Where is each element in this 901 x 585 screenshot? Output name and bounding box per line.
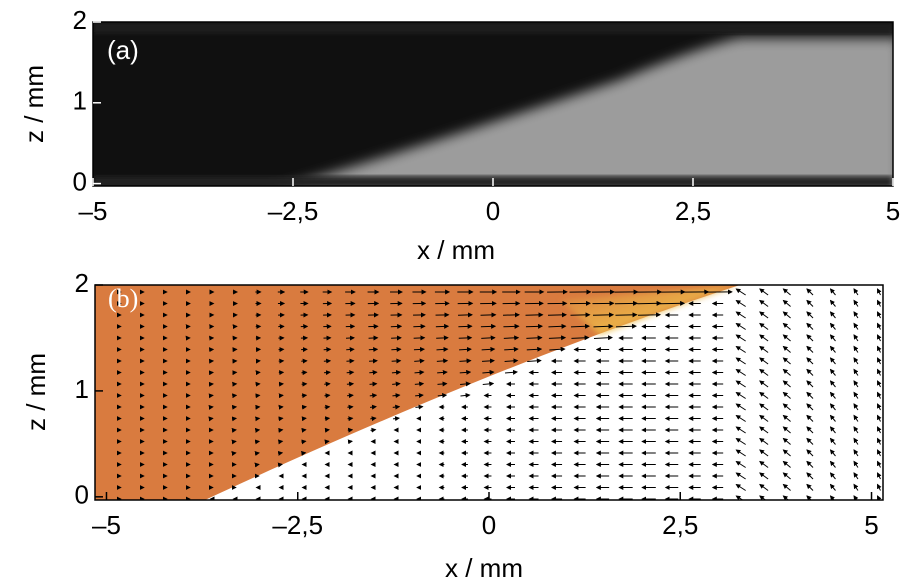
flow-arrow [370, 407, 376, 408]
flow-arrow [459, 349, 471, 350]
x-tick-label: 2,5 [662, 510, 698, 540]
flow-arrow [593, 315, 613, 316]
y-tick-label: 0 [75, 480, 89, 510]
x-tick-label: 0 [482, 510, 496, 540]
y-axis-title: z / mm [21, 353, 51, 431]
flow-arrow [371, 430, 376, 431]
x-tick-label: 0 [486, 196, 500, 226]
flow-arrow [481, 338, 494, 339]
flow-arrow [570, 315, 589, 316]
flow-arrow [548, 315, 566, 316]
flow-arrow [347, 372, 354, 373]
flow-arrow [370, 418, 375, 419]
flow-arrow [370, 395, 376, 396]
flow-arrow [481, 326, 495, 327]
flow-arrow [324, 384, 329, 385]
flow-arrow [504, 338, 518, 339]
x-tick-label: 5 [886, 196, 900, 226]
flow-arrow [348, 430, 352, 431]
flow-arrow [369, 361, 377, 362]
flow-arrow [325, 418, 329, 419]
x-axis-title: x / mm [417, 235, 495, 265]
flow-arrow [369, 372, 376, 373]
flow-arrow [392, 361, 401, 362]
flow-arrow [437, 349, 448, 350]
page: (a) x / mm z / mm (b) x / mm z / mm –5 –2… [0, 0, 901, 585]
flow-arrow [325, 407, 330, 408]
flow-arrow [391, 349, 400, 350]
flow-arrow [325, 430, 329, 431]
flow-arrow [459, 338, 472, 339]
flow-arrow [324, 395, 329, 396]
x-tick-label: 2,5 [675, 196, 711, 226]
x-axis-title: x / mm [445, 553, 523, 583]
flow-arrow [392, 384, 400, 385]
flow-arrow [571, 326, 589, 327]
flow-arrow [347, 395, 353, 396]
y-tick-label: 0 [73, 166, 87, 196]
flow-arrow [347, 407, 352, 408]
x-tick-label: –5 [79, 196, 108, 226]
flow-arrow [348, 418, 353, 419]
y-tick-label: 1 [73, 86, 87, 116]
y-tick-label: 2 [73, 5, 87, 35]
flow-arrow [347, 384, 353, 385]
y-tick-label: 2 [75, 268, 89, 298]
flow-arrow [615, 315, 636, 316]
flow-arrow [414, 349, 424, 350]
image-a [93, 22, 900, 200]
y-tick-label: 1 [75, 374, 89, 404]
flow-arrow [348, 441, 352, 442]
flow-arrow [638, 315, 660, 316]
x-tick-label: 5 [864, 510, 878, 540]
flow-arrow [548, 326, 565, 327]
flow-arrow [436, 338, 448, 339]
x-tick-label: –2,5 [268, 196, 319, 226]
x-tick-label: –5 [92, 510, 121, 540]
panel-label: (b) [108, 284, 138, 313]
flow-arrow [414, 338, 425, 339]
flow-arrow [370, 384, 377, 385]
panel-label: (a) [107, 35, 139, 65]
flow-arrow [369, 349, 377, 350]
flow-arrow [526, 326, 542, 327]
flow-arrow [414, 361, 424, 362]
flow-arrow [503, 326, 518, 327]
x-tick-label: –2,5 [272, 510, 323, 540]
flow-arrow [325, 441, 329, 442]
flow-arrow [458, 326, 471, 327]
field-b [95, 285, 883, 502]
y-axis-title: z / mm [19, 65, 49, 143]
figure: (a) x / mm z / mm (b) x / mm z / mm –5 –2… [0, 0, 901, 585]
flow-arrow [346, 361, 353, 362]
flow-arrow [392, 372, 400, 373]
